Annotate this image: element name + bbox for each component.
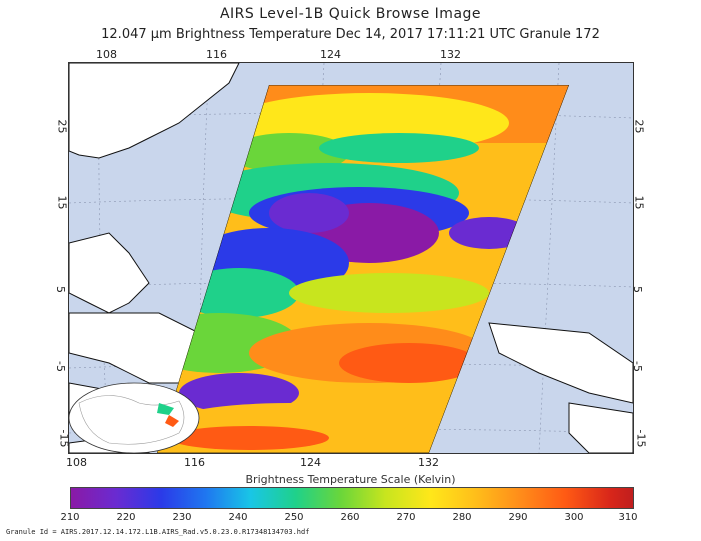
- image-title: AIRS Level-1B Quick Browse Image: [219, 6, 482, 22]
- colorbar-tick-260: 260: [340, 512, 360, 523]
- colorbar-tick-270: 270: [396, 512, 416, 523]
- lat-tick-left-15: 15: [55, 195, 69, 210]
- lat-tick-left-minus15: -15: [57, 429, 71, 448]
- colorbar: [70, 487, 634, 509]
- colorbar-tick-230: 230: [172, 512, 192, 523]
- colorbar-tick-210: 210: [60, 512, 80, 523]
- lon-tick-bottom-108: 108: [66, 456, 87, 469]
- colorbar-tick-220: 220: [116, 512, 136, 523]
- colorbar-tick-240: 240: [228, 512, 248, 523]
- australia: [568, 402, 633, 453]
- lat-tick-right-15: 15: [632, 195, 646, 210]
- lat-tick-left-minus5: -5: [53, 361, 67, 372]
- lat-tick-right-minus15: -15: [634, 429, 648, 448]
- colorbar-title: Brightness Temperature Scale (Kelvin): [245, 473, 456, 486]
- map-panel: [68, 62, 634, 454]
- map-svg: [69, 63, 633, 453]
- lon-tick-bottom-124: 124: [300, 456, 321, 469]
- lon-tick-top-108: 108: [96, 48, 117, 61]
- colorbar-tick-290: 290: [508, 512, 528, 523]
- colorbar-tick-300: 300: [564, 512, 584, 523]
- lon-tick-top-132: 132: [440, 48, 461, 61]
- image-subtitle: 12.047 μm Brightness Temperature Dec 14,…: [101, 27, 600, 42]
- lat-tick-right-minus5: -5: [630, 361, 644, 372]
- lon-tick-bottom-116: 116: [184, 456, 205, 469]
- lon-tick-bottom-132: 132: [418, 456, 439, 469]
- indochina: [69, 232, 150, 314]
- inset-globe: [69, 382, 200, 453]
- colorbar-tick-280: 280: [452, 512, 472, 523]
- asia-mainland: [69, 63, 240, 159]
- colorbar-tick-250: 250: [284, 512, 304, 523]
- lon-tick-top-116: 116: [206, 48, 227, 61]
- lat-tick-left-25: 25: [55, 119, 69, 134]
- lon-tick-top-124: 124: [320, 48, 341, 61]
- colorbar-tick-310: 310: [618, 512, 638, 523]
- lat-tick-right-25: 25: [632, 119, 646, 134]
- lat-tick-right-5: 5: [631, 286, 644, 293]
- new-guinea: [488, 322, 633, 404]
- granule-id: Granule Id = AIRS.2017.12.14.172.L1B.AIR…: [6, 528, 310, 536]
- lat-tick-left-5: 5: [54, 286, 67, 293]
